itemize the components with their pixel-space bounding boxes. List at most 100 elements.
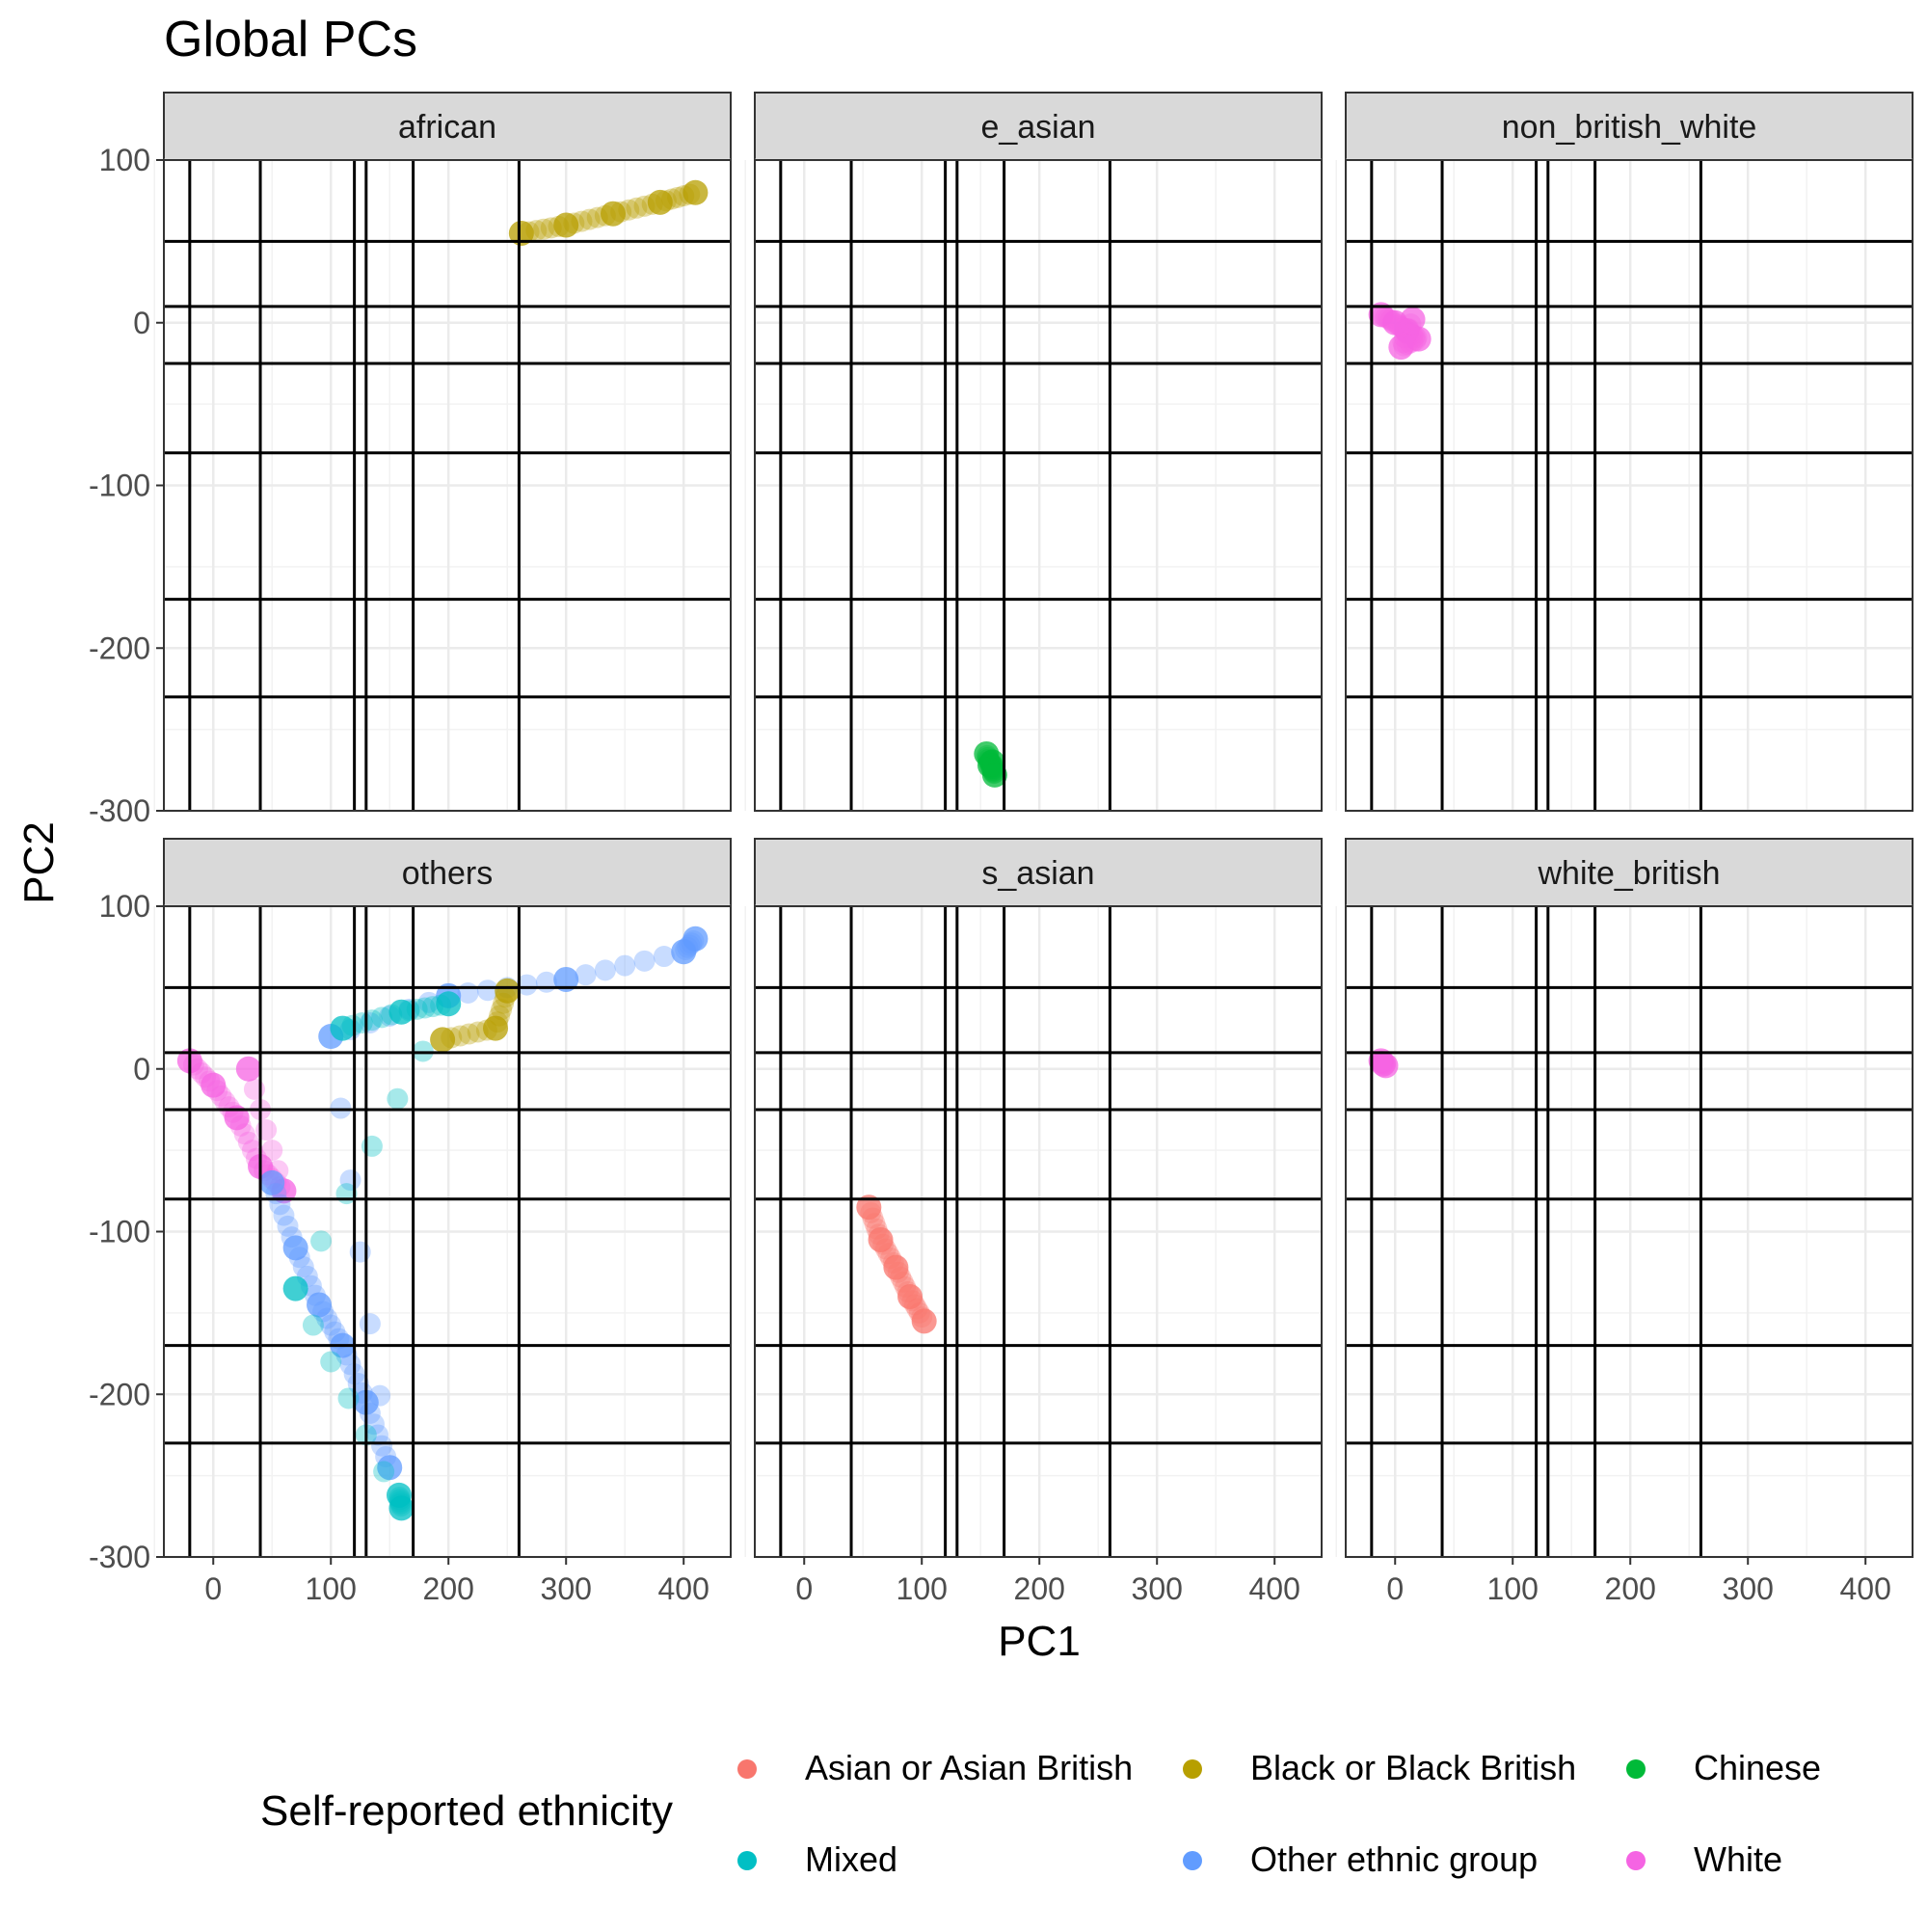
facet-strip-label: others (402, 855, 494, 892)
data-point (1398, 321, 1420, 343)
data-point (586, 206, 608, 228)
data-point (362, 1413, 385, 1436)
data-point (282, 1275, 308, 1301)
data-point (1373, 305, 1395, 327)
data-point (1381, 310, 1404, 333)
data-point (682, 179, 709, 205)
data-point (661, 188, 683, 210)
data-point (388, 999, 415, 1025)
data-point (655, 190, 677, 212)
legend: Asian or Asian British Black or Black Bri… (737, 1748, 1821, 1879)
data-point (218, 1096, 240, 1118)
data-point (1393, 335, 1415, 357)
data-point (302, 1314, 324, 1336)
data-point (222, 1101, 244, 1123)
data-point (535, 971, 557, 993)
x-tick-label: 400 (1840, 1571, 1891, 1606)
legend-label: Chinese (1694, 1748, 1821, 1787)
legend-label: White (1694, 1839, 1782, 1879)
panel-border (1345, 159, 1914, 812)
facet-panel-white_british: white_british 0 100 200 300 400 (1335, 838, 1914, 1606)
data-point (982, 758, 1004, 780)
data-point (1388, 314, 1410, 336)
data-point (476, 979, 498, 1002)
data-point (1396, 322, 1418, 344)
data-point (575, 964, 597, 986)
data-point (375, 1445, 397, 1467)
data-point (186, 1058, 208, 1080)
y-tick-label: -300 (89, 1540, 150, 1574)
data-point (903, 1294, 925, 1316)
data-point (978, 752, 1001, 774)
facet-panel-others: others 100 0 -100 -200 -300 0 100 200 300 400 (89, 838, 732, 1606)
legend-label: Black or Black British (1250, 1748, 1576, 1787)
y-tick-label: -100 (89, 1215, 150, 1249)
data-point (487, 1011, 509, 1033)
data-point (981, 759, 1004, 781)
data-point (273, 1204, 295, 1226)
legend-label: Other ethnic group (1250, 1839, 1538, 1879)
data-point (288, 1247, 310, 1269)
data-point (1402, 331, 1424, 353)
data-point (1396, 334, 1418, 356)
data-point (491, 999, 513, 1021)
data-point (430, 994, 452, 1016)
data-point (1394, 318, 1416, 340)
data-point (199, 1070, 221, 1092)
y-tick-label: 100 (99, 143, 150, 177)
data-point (304, 1284, 326, 1306)
data-point (679, 183, 701, 205)
data-point (1405, 330, 1427, 352)
data-point (518, 221, 540, 243)
data-point (1398, 317, 1420, 339)
data-point (983, 763, 1005, 785)
x-tick-label: 100 (897, 1571, 948, 1606)
data-point (882, 1251, 904, 1274)
data-point (673, 185, 695, 207)
data-point (980, 758, 1003, 780)
x-tick-label: 400 (658, 1571, 709, 1606)
data-point (214, 1090, 236, 1113)
data-point (337, 1387, 360, 1409)
x-tick-label: 300 (1132, 1571, 1183, 1606)
data-point (381, 1004, 403, 1026)
data-point (367, 1424, 389, 1446)
data-point (201, 1072, 227, 1098)
data-point (563, 212, 585, 234)
data-point (901, 1290, 923, 1312)
data-point (261, 1140, 283, 1162)
data-point (679, 934, 701, 956)
data-point (320, 1351, 342, 1373)
data-point (880, 1248, 902, 1270)
data-point (349, 1241, 371, 1263)
data-point (610, 201, 632, 223)
data-point (911, 1308, 937, 1334)
data-point (233, 1123, 255, 1145)
facet-strip (1345, 838, 1914, 907)
data-series-white (1368, 1048, 1399, 1079)
data-point (681, 932, 703, 954)
data-point (860, 1201, 882, 1223)
facet-strip (754, 838, 1323, 907)
data-point (633, 950, 656, 972)
panel-border (754, 159, 1323, 812)
data-point (1372, 1052, 1394, 1074)
data-point (195, 1066, 217, 1088)
data-point (1400, 323, 1422, 344)
data-point (421, 996, 443, 1018)
data-point (897, 1284, 923, 1309)
data-point (601, 201, 627, 227)
facet-panel-s_asian: s_asian 0 100 200 300 400 (744, 838, 1323, 1606)
data-point (436, 991, 462, 1017)
facet-panel-african: african 100 0 -100 -200 -300 (89, 92, 732, 828)
legend-item: Chinese (1626, 1748, 1821, 1787)
facet-strip-label: african (398, 109, 496, 146)
data-point (417, 991, 440, 1013)
y-tick-label: -200 (89, 631, 150, 665)
data-point (594, 204, 616, 227)
data-point (618, 199, 640, 221)
y-tick-label: 100 (99, 889, 150, 924)
data-point (229, 1114, 252, 1137)
panel-border (754, 905, 1323, 1558)
